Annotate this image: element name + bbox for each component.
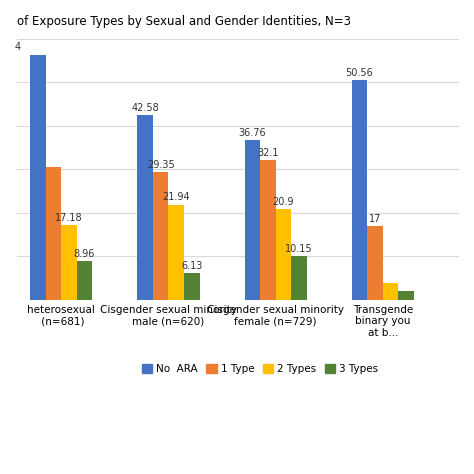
Bar (399, 292, 414, 300)
Bar (245, 140, 260, 300)
Legend: No  ARA, 1 Type, 2 Types, 3 Types: No ARA, 1 Type, 2 Types, 3 Types (137, 360, 383, 378)
Text: 17.18: 17.18 (55, 213, 83, 223)
Text: 21.94: 21.94 (163, 192, 190, 202)
Bar (61, 225, 77, 300)
Text: 36.76: 36.76 (238, 128, 266, 138)
Text: 10.15: 10.15 (285, 244, 313, 254)
Bar (46, 167, 61, 300)
Bar (352, 80, 367, 300)
Text: 42.58: 42.58 (131, 102, 159, 112)
Bar (260, 160, 276, 300)
Bar (153, 172, 168, 300)
Text: 29.35: 29.35 (147, 160, 174, 170)
Bar (276, 209, 291, 300)
Bar (77, 261, 92, 300)
Bar (383, 283, 399, 300)
Text: 32.1: 32.1 (257, 148, 279, 158)
Text: 4: 4 (15, 42, 21, 53)
Text: 6.13: 6.13 (181, 261, 202, 271)
Text: 50.56: 50.56 (346, 68, 374, 78)
Bar (291, 256, 307, 300)
Bar (168, 204, 184, 300)
Text: 8.96: 8.96 (74, 249, 95, 259)
Text: 20.9: 20.9 (273, 197, 294, 207)
Bar (30, 55, 46, 300)
Text: 17: 17 (369, 214, 381, 224)
Text: of Exposure Types by Sexual and Gender Identities, N=3: of Exposure Types by Sexual and Gender I… (17, 15, 351, 28)
Bar (137, 115, 153, 300)
Bar (184, 273, 200, 300)
Bar (367, 226, 383, 300)
